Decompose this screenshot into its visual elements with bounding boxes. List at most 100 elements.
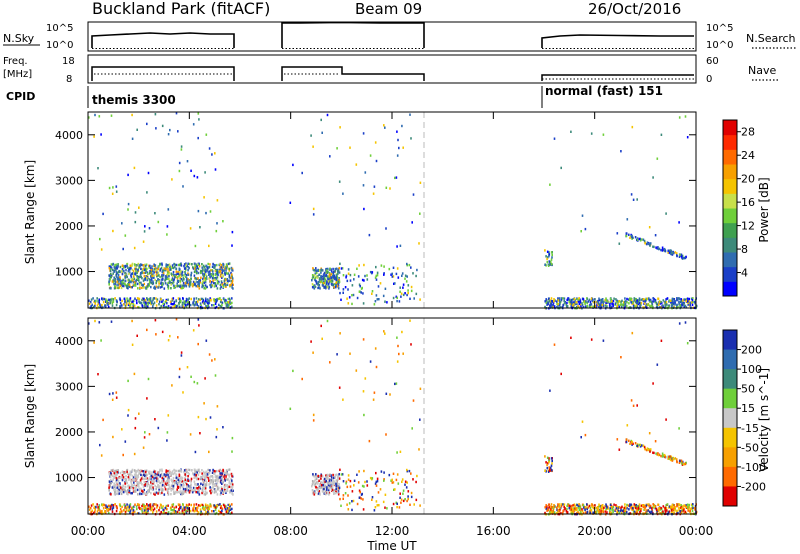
echo-point: [143, 481, 146, 484]
echo-point: [141, 304, 143, 307]
echo-point: [130, 280, 132, 284]
echo-point: [102, 301, 105, 304]
echo-point: [205, 479, 207, 482]
echo-point: [627, 298, 630, 301]
echo-point: [632, 301, 634, 304]
echo-point: [601, 509, 604, 513]
echo-point: [160, 472, 163, 476]
echo-point: [120, 492, 123, 496]
echo-point: [127, 476, 130, 479]
echo-point: [121, 272, 124, 276]
echo-point: [620, 356, 622, 359]
echo-point: [342, 288, 345, 291]
echo-point: [378, 504, 380, 507]
echo-point: [151, 506, 153, 509]
echo-point: [183, 263, 186, 266]
echo-point: [129, 474, 131, 477]
echo-point: [188, 262, 191, 266]
echo-point: [315, 279, 317, 283]
echo-point: [328, 483, 331, 486]
echo-point: [581, 508, 583, 511]
echo-point: [582, 306, 585, 309]
echo-point: [147, 478, 149, 482]
echo-point: [649, 300, 651, 303]
echo-point: [340, 473, 343, 476]
echo-point: [199, 305, 202, 309]
echo-point: [158, 488, 160, 491]
echo-point: [153, 470, 156, 473]
echo-point: [165, 470, 167, 474]
echo-point: [136, 282, 139, 286]
echo-point: [150, 273, 153, 276]
echo-point: [155, 510, 158, 513]
echo-point: [212, 273, 214, 276]
echo-point: [376, 271, 379, 274]
echo-point: [130, 301, 133, 305]
echo-point: [636, 443, 639, 446]
echo-point: [230, 266, 233, 270]
echo-point: [177, 336, 179, 339]
echo-point: [223, 485, 226, 489]
echo-point: [167, 491, 170, 494]
echo-point: [187, 272, 189, 275]
echo-point: [653, 298, 656, 301]
echo-point: [151, 475, 154, 479]
echo-point: [406, 470, 409, 473]
echo-point: [401, 478, 404, 481]
echo-point: [386, 301, 388, 304]
echo-point: [328, 271, 331, 275]
echo-point: [551, 253, 553, 257]
echo-point: [114, 267, 116, 270]
echo-point: [548, 263, 551, 266]
echo-point: [105, 300, 107, 303]
echo-point: [205, 470, 207, 473]
echo-point: [624, 510, 626, 514]
echo-point: [141, 504, 143, 508]
echo-point: [333, 489, 336, 492]
echo-point: [202, 490, 205, 493]
echo-point: [149, 264, 151, 268]
echo-point: [107, 511, 110, 515]
echo-point: [683, 462, 685, 466]
echo-point: [339, 468, 341, 471]
echo-point: [318, 475, 321, 478]
echo-point: [334, 476, 336, 479]
echo-point: [184, 267, 186, 270]
echo-point: [399, 290, 401, 293]
echo-point: [167, 487, 169, 491]
echo-point: [176, 485, 179, 488]
echo-point: [378, 298, 380, 301]
echo-point: [197, 136, 199, 140]
echo-point: [122, 476, 125, 479]
echo-point: [111, 503, 113, 507]
echo-point: [598, 503, 600, 506]
echo-point: [146, 484, 148, 488]
echo-point: [636, 444, 639, 447]
echo-point: [560, 299, 563, 302]
echo-point: [138, 297, 141, 301]
echo-point: [375, 274, 378, 278]
echo-point: [125, 269, 127, 272]
echo-point: [231, 279, 234, 282]
echo-point: [135, 299, 138, 302]
echo-point: [225, 272, 227, 275]
echo-point: [392, 481, 395, 484]
echo-point: [141, 474, 144, 477]
echo-point: [188, 491, 191, 494]
echo-point: [371, 290, 374, 293]
echo-point: [586, 507, 588, 510]
echo-point: [369, 476, 372, 480]
echo-point: [380, 470, 383, 473]
echo-point: [169, 506, 172, 510]
echo-point: [222, 262, 224, 266]
echo-point: [333, 283, 336, 286]
echo-point: [148, 278, 151, 281]
nave-tick-max: 60: [706, 56, 719, 67]
echo-point: [143, 265, 146, 269]
echo-point: [109, 478, 112, 482]
echo-point: [640, 301, 643, 305]
echo-point: [326, 486, 328, 489]
colorbar-swatch: [723, 149, 737, 165]
echo-point: [548, 253, 551, 256]
echo-point: [606, 300, 608, 303]
